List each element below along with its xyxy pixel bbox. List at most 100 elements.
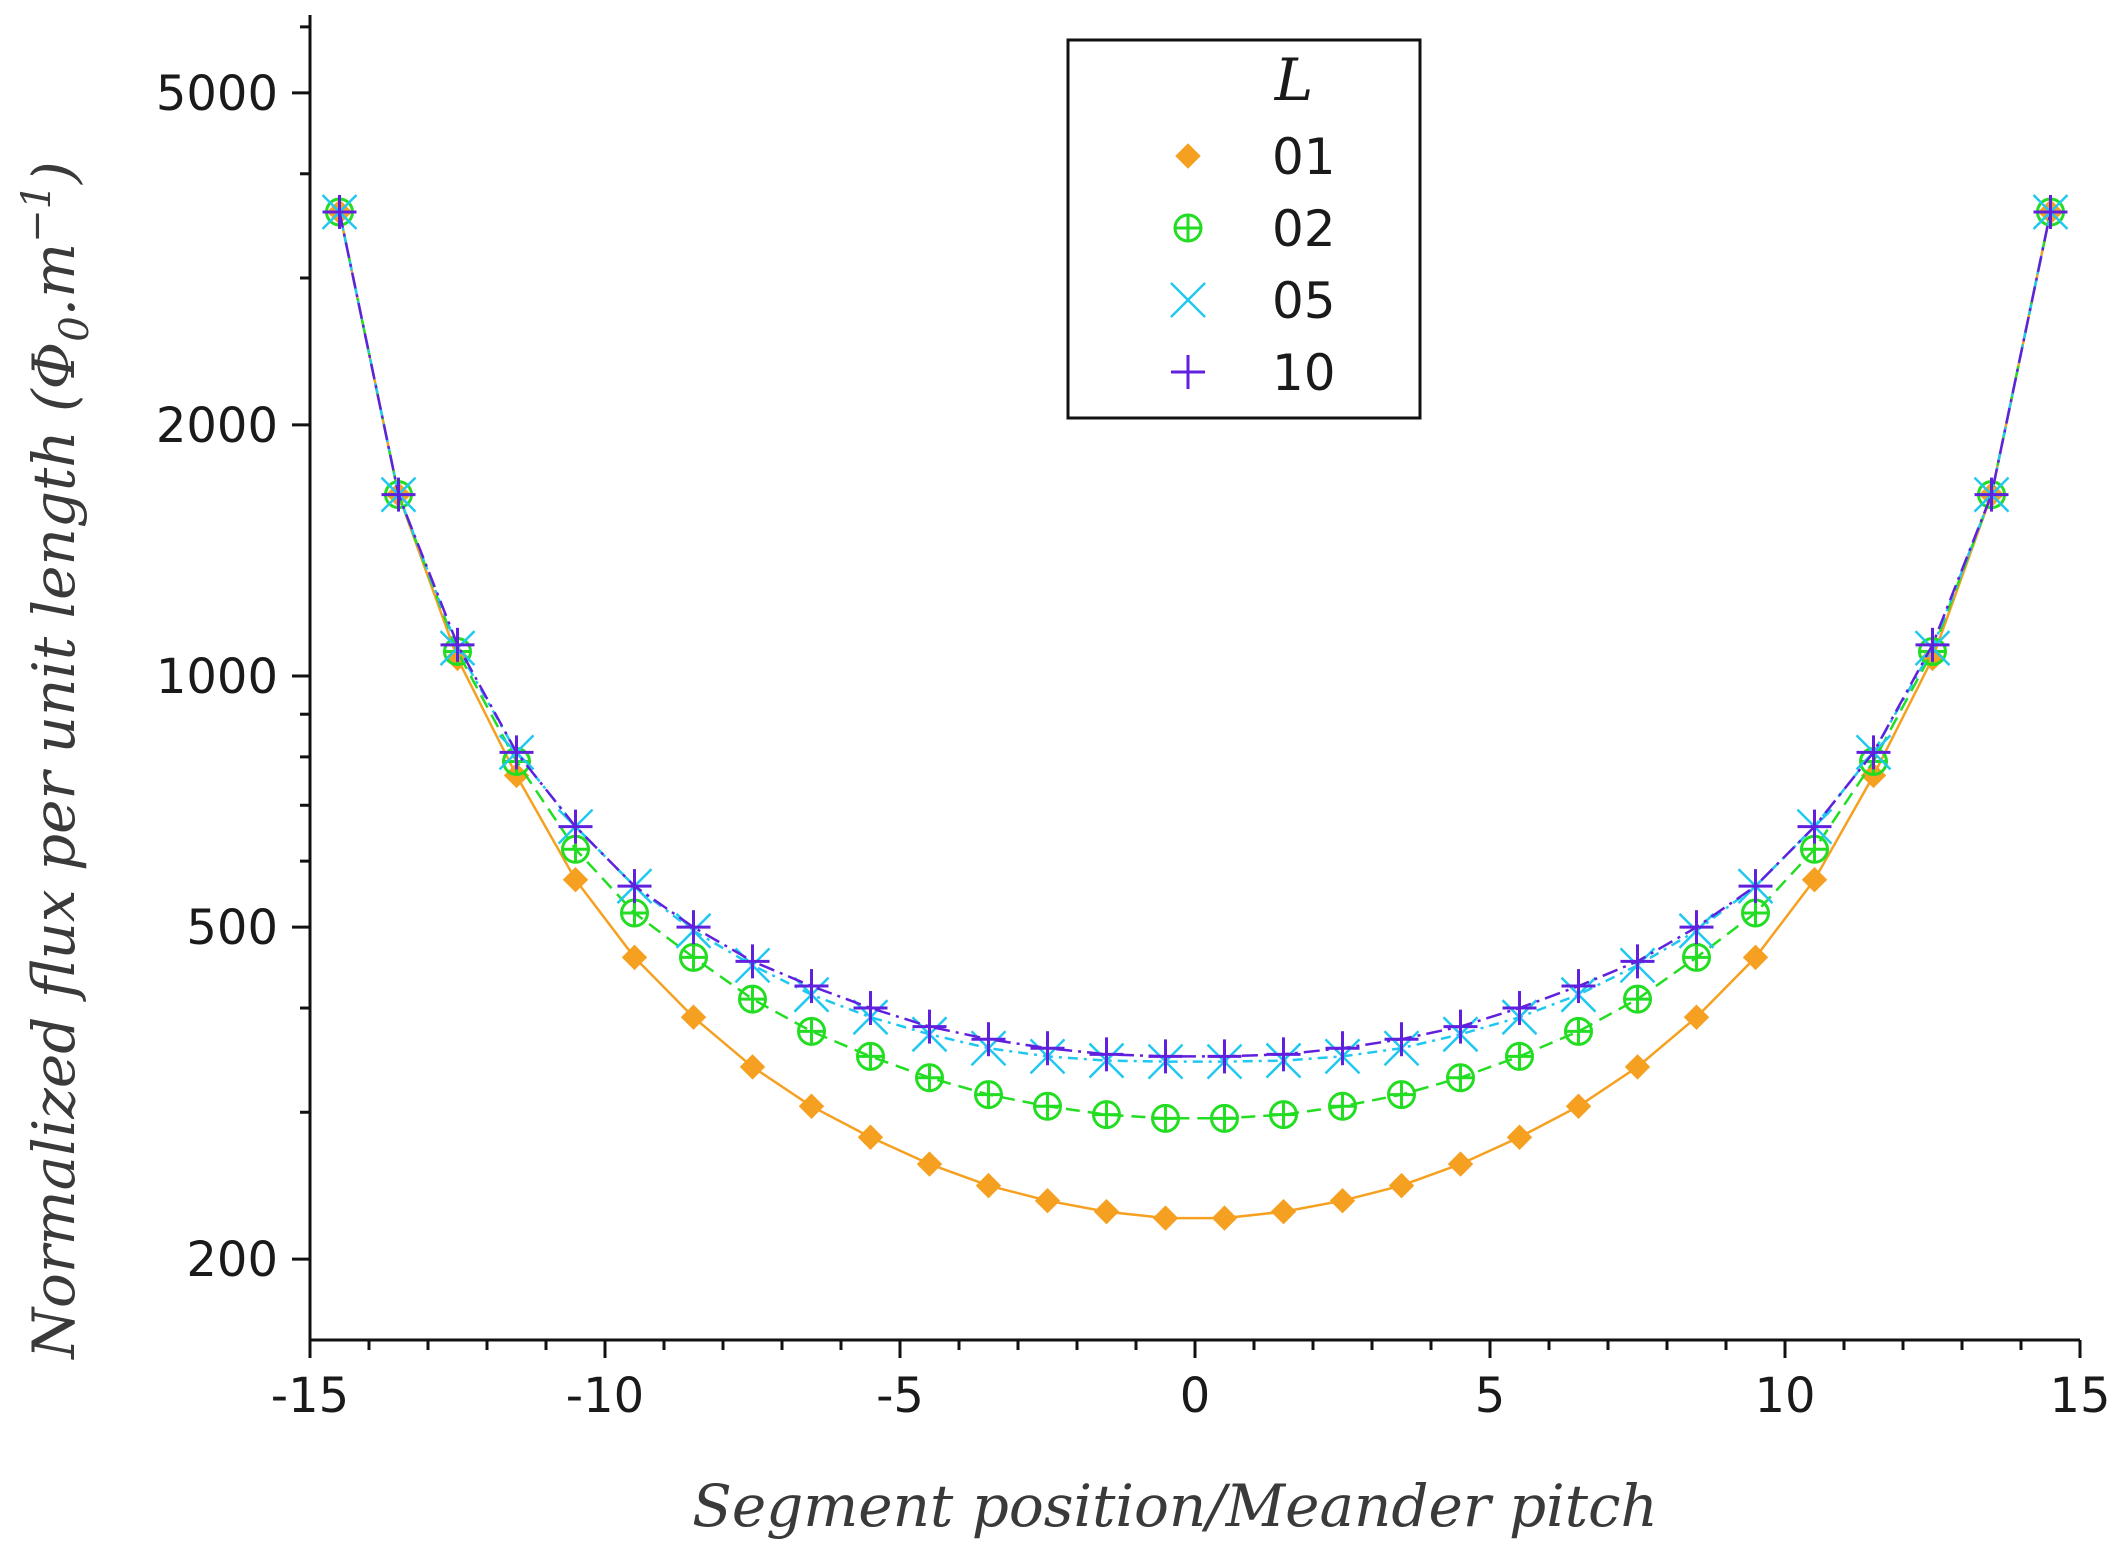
legend-item-01: 01 [1175,128,1336,186]
legend-item-10: 10 [1171,344,1336,402]
data-point-10 [853,991,888,1026]
data-point-10 [322,194,357,229]
data-point-01 [1093,1198,1120,1225]
legend-title: L [1274,46,1314,114]
data-point-02 [915,1063,944,1093]
data-point-01 [1270,1198,1297,1225]
x-tick-label: 15 [2049,1368,2110,1424]
data-point-02 [620,898,649,928]
data-point-10 [440,627,475,662]
data-point-01 [680,1004,707,1030]
data-point-02 [974,1080,1003,1110]
y-axis-title-superscript: −1 [14,184,60,243]
legend-label-01: 01 [1272,128,1336,186]
data-point-01 [1447,1151,1474,1177]
legend-marker-05 [1170,282,1206,318]
data-point-02 [738,984,767,1014]
data-point-10 [1620,944,1655,979]
series-line-01 [338,211,2052,1220]
x-tick-label: 0 [1180,1368,1211,1424]
data-point-02 [1387,1080,1416,1110]
data-point-10 [1030,1031,1065,1066]
data-point-02 [679,942,708,972]
legend-box [1066,38,1422,420]
y-axis-title-subscript: 0 [52,316,98,341]
data-point-10 [1797,809,1832,844]
data-point-02 [856,1041,885,1071]
y-tick-label: 200 [186,1232,278,1288]
data-point-01 [1624,1054,1651,1080]
data-point-10 [558,809,593,844]
data-point-01 [916,1151,943,1177]
series-10 [322,194,2068,1074]
data-point-10 [1148,1039,1183,1074]
series-line-10 [338,211,2052,1058]
data-point-02 [1741,898,1770,928]
data-point-01 [1565,1093,1592,1119]
data-point-10 [912,1009,947,1044]
legend-items: 01 02 05 10 [1170,128,1336,402]
data-point-02 [1682,942,1711,972]
x-axis-title: Segment position/Meander pitch [692,1472,1658,1540]
y-tick-label: 5000 [156,66,278,122]
data-point-01 [857,1124,884,1150]
data-point-02 [1623,984,1652,1014]
data-point-01 [739,1054,766,1080]
data-point-10 [676,910,711,945]
x-tick-label: 5 [1475,1368,1506,1424]
data-point-01 [562,866,589,893]
data-point-02 [1564,1016,1593,1046]
y-axis-title: Normalized flux per unit length (Φ [20,342,88,1361]
data-point-10 [735,944,770,979]
legend-item-05: 05 [1170,272,1336,330]
data-point-10 [1384,1022,1419,1057]
x-tick-label: -15 [271,1368,349,1424]
data-point-10 [1325,1031,1360,1066]
legend-marker-10 [1171,355,1205,389]
data-point-01 [1742,944,1769,971]
legend-marker-02 [1173,213,1203,243]
data-point-10 [1089,1037,1124,1072]
data-point-10 [499,735,534,770]
legend-label-05: 05 [1272,272,1336,330]
data-point-10 [1266,1037,1301,1072]
y-tick-label: 1000 [156,649,278,705]
data-point-10 [1561,969,1596,1004]
data-point-01 [1329,1188,1356,1214]
data-point-10 [1974,477,2009,512]
data-point-10 [1738,869,1773,904]
data-point-10 [381,477,416,512]
data-point-01 [1034,1188,1061,1214]
x-tick-label: -10 [566,1368,644,1424]
legend-label-10: 10 [1272,344,1336,402]
series-layer [321,194,2069,1231]
data-point-02 [1033,1091,1062,1121]
y-axis: 200 500 1000 2000 5000 [156,25,310,1288]
data-point-01 [1801,866,1828,893]
data-point-10 [617,869,652,904]
legend-marker-01 [1175,143,1201,169]
y-axis-title-unit: .m [20,243,88,316]
data-point-02 [1505,1041,1534,1071]
data-point-01 [621,944,648,971]
x-tick-label: 10 [1754,1368,1815,1424]
data-point-10 [1915,627,1950,662]
data-point-01 [1683,1004,1710,1030]
data-point-02 [1328,1091,1357,1121]
data-point-10 [971,1022,1006,1057]
legend-item-02: 02 [1173,200,1336,258]
data-point-10 [2033,194,2068,229]
y-axis-title-group: Normalized flux per unit length (Φ0.m−1) [14,161,98,1360]
data-point-02 [1210,1103,1239,1133]
x-tick-label: -5 [876,1368,924,1424]
data-point-01 [1211,1205,1238,1231]
data-point-01 [1152,1205,1179,1231]
legend-label-02: 02 [1272,200,1336,258]
x-axis: -15 -10 -5 0 5 10 15 [271,1340,2111,1424]
y-axis-title-close: ) [20,161,88,186]
data-point-10 [1502,991,1537,1026]
data-point-10 [1679,910,1714,945]
legend: L 01 02 05 10 [1066,38,1422,420]
data-point-02 [1151,1103,1180,1133]
data-point-01 [1506,1124,1533,1150]
